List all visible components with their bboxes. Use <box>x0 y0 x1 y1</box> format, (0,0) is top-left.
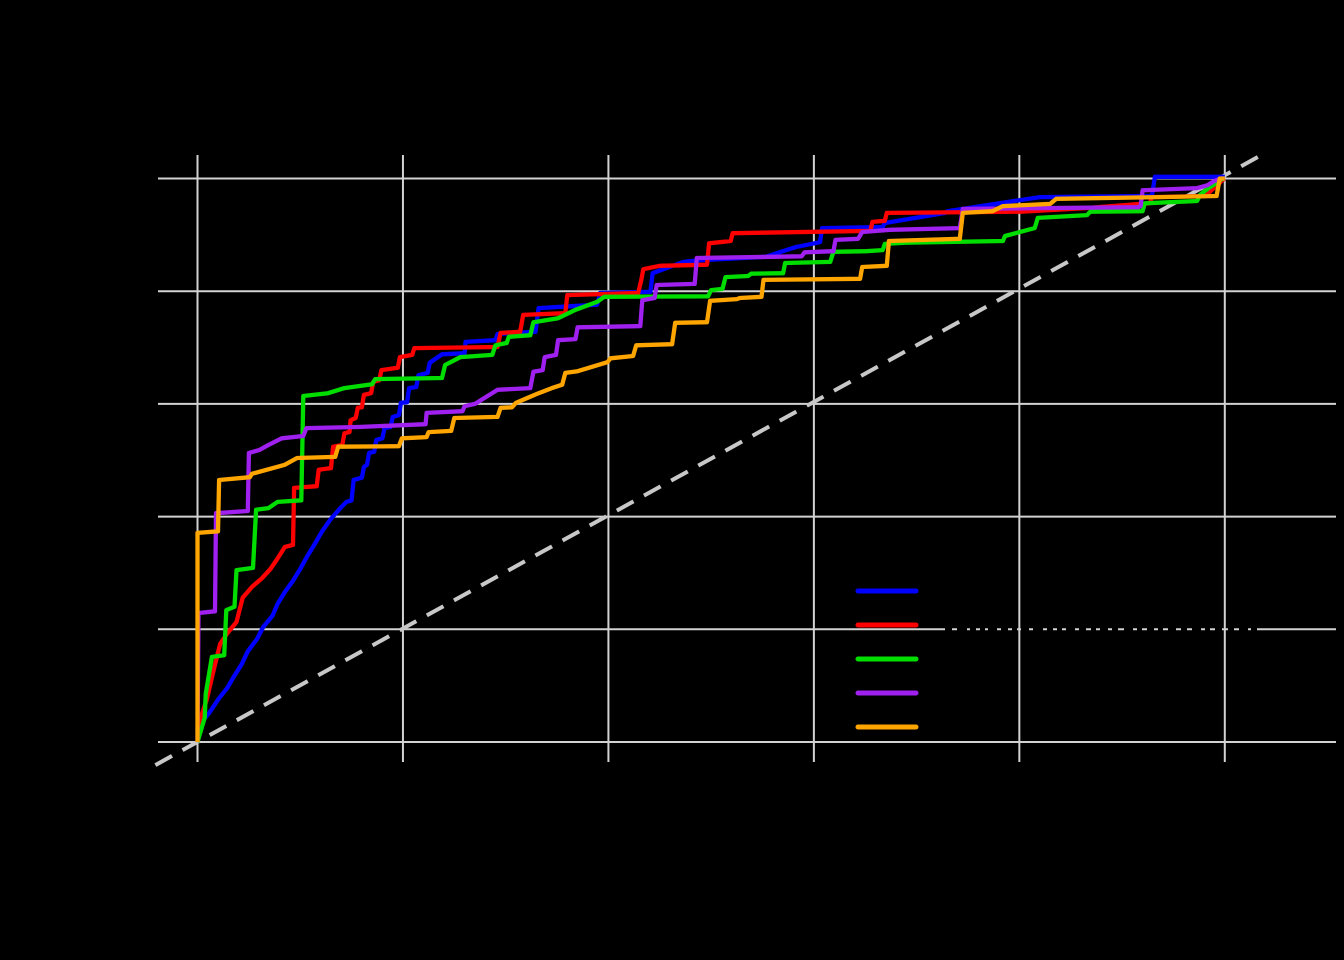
text-occlusion-dash-2 <box>970 625 976 633</box>
roc-curve-red <box>195 176 1227 743</box>
text-occlusion-dash-15 <box>1112 625 1118 633</box>
text-occlusion-dash-17 <box>1137 625 1142 633</box>
text-occlusion-dash-8 <box>1033 625 1043 633</box>
text-occlusion-dash-27 <box>1251 625 1257 633</box>
text-occlusion-dash-13 <box>1091 625 1096 633</box>
text-occlusion-dash-1 <box>957 625 967 633</box>
text-occlusion-dash-25 <box>1228 625 1234 633</box>
text-occlusion-dash-10 <box>1057 625 1062 633</box>
text-occlusion-dash-18 <box>1147 625 1154 633</box>
text-occlusion-dash-14 <box>1100 625 1108 633</box>
text-occlusion-dash-3 <box>980 625 985 633</box>
text-occlusion-dash-0 <box>945 625 952 633</box>
text-occlusion-dash-21 <box>1181 625 1187 633</box>
text-occlusion-dash-24 <box>1215 625 1222 633</box>
text-occlusion-dash-12 <box>1079 625 1086 633</box>
text-occlusion-dash-7 <box>1021 625 1029 633</box>
text-occlusion-dash-5 <box>1001 625 1008 633</box>
text-occlusion-dash-22 <box>1192 625 1201 633</box>
text-occlusion-dash-6 <box>1012 625 1017 633</box>
chance-diagonal-line <box>154 150 1268 767</box>
text-occlusion-dash-9 <box>1047 625 1053 633</box>
text-occlusion-dash-16 <box>1124 625 1133 633</box>
roc-curve-purple <box>195 176 1225 743</box>
text-occlusion-dash-11 <box>1066 625 1075 633</box>
text-occlusion-dash-23 <box>1205 625 1210 633</box>
roc-curve-green <box>195 176 1226 743</box>
text-occlusion-dash-19 <box>1158 625 1163 633</box>
text-occlusion-dash-26 <box>1239 625 1248 633</box>
text-occlusion-dash-20 <box>1168 625 1176 633</box>
roc-curve-orange <box>195 176 1225 742</box>
text-occlusion-dash-4 <box>988 625 997 633</box>
